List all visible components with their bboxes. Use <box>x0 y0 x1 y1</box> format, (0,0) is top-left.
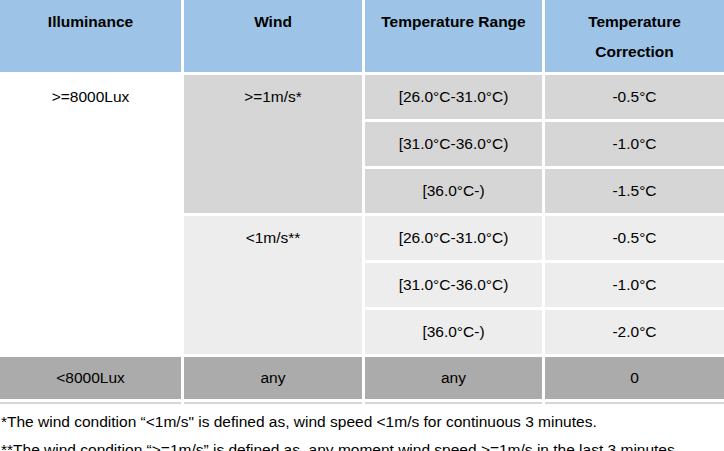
correction-cell: -1.5°C <box>545 169 724 213</box>
header-wind: Wind <box>184 0 362 72</box>
wind-cell-lt1ms: <1m/s** <box>184 216 362 354</box>
correction-cell: -0.5°C <box>545 75 724 119</box>
correction-cell-zero: 0 <box>545 357 724 399</box>
temp-range-cell: [31.0°C-36.0°C) <box>365 263 542 307</box>
wind-cell-ge1ms: >=1m/s* <box>184 75 362 213</box>
header-temperature-correction: Temperature Correction <box>545 0 724 72</box>
footnotes: *The wind condition “<1m/s" is defined a… <box>0 407 724 451</box>
header-illuminance: Illuminance <box>0 0 181 72</box>
correction-cell: -0.5°C <box>545 216 724 260</box>
footnote-wind-ge1ms: **The wind condition “>=1m/s” is defined… <box>1 440 722 451</box>
footnote-wind-lt1ms: *The wind condition “<1m/s" is defined a… <box>1 412 722 431</box>
illuminance-cell-high: >=8000Lux <box>0 75 181 354</box>
temp-range-cell: [26.0°C-31.0°C) <box>365 75 542 119</box>
temp-range-cell: [36.0°C-) <box>365 169 542 213</box>
page: Illuminance Wind Temperature Range Tempe… <box>0 0 724 451</box>
correction-cell: -1.0°C <box>545 122 724 166</box>
illuminance-cell-low: <8000Lux <box>0 357 181 399</box>
temp-range-cell: [26.0°C-31.0°C) <box>365 216 542 260</box>
temp-range-cell-any: any <box>365 357 542 399</box>
temp-range-cell: [31.0°C-36.0°C) <box>365 122 542 166</box>
table-row: >=8000Lux >=1m/s* [26.0°C-31.0°C) -0.5°C <box>0 75 724 119</box>
table-bottom-border-segment <box>545 402 724 404</box>
table-row-low-illuminance: <8000Lux any any 0 <box>0 357 724 399</box>
temperature-correction-table: Illuminance Wind Temperature Range Tempe… <box>0 0 724 407</box>
correction-cell: -1.0°C <box>545 263 724 307</box>
table-bottom-border-segment <box>0 402 181 404</box>
header-temperature-correction-label: Temperature Correction <box>579 7 691 67</box>
temp-range-cell: [36.0°C-) <box>365 310 542 354</box>
header-row: Illuminance Wind Temperature Range Tempe… <box>0 0 724 72</box>
correction-cell: -2.0°C <box>545 310 724 354</box>
table-bottom-border <box>0 402 724 404</box>
header-temperature-range: Temperature Range <box>365 0 542 72</box>
table-bottom-border-segment <box>365 402 542 404</box>
wind-cell-any: any <box>184 357 362 399</box>
table-bottom-border-segment <box>184 402 362 404</box>
